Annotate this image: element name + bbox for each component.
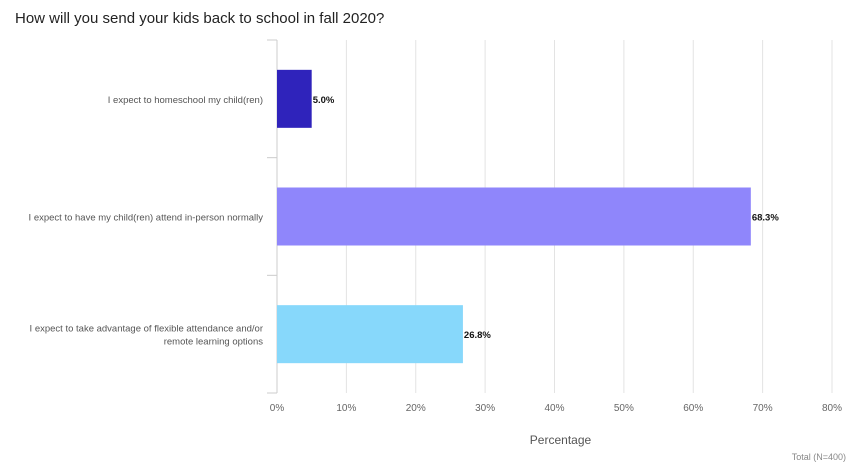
x-tick-label: 60% [683,403,703,414]
x-axis-title: Percentage [530,433,592,447]
category-label: remote learning options [164,337,264,348]
category-label: I expect to have my child(ren) attend in… [29,213,264,224]
chart-title: How will you send your kids back to scho… [15,10,385,27]
category-labels: I expect to homeschool my child(ren) I ex… [29,95,264,348]
bar-value-label: 68.3% [752,213,779,224]
x-tick-label: 0% [270,403,285,414]
category-label: I expect to homeschool my child(ren) [108,95,263,106]
bar [277,305,463,364]
x-tick-label: 80% [822,403,842,414]
x-tick-labels: 0% 10% 20% 30% 40% 50% 60% 70% 80% [270,403,842,414]
x-tick-label: 10% [336,403,356,414]
x-tick-label: 70% [753,403,773,414]
bar-value-label: 5.0% [313,95,335,106]
bar-value-label: 26.8% [464,330,491,341]
category-label: I expect to take advantage of flexible a… [30,324,263,335]
bar [277,69,312,128]
sample-size-note: Total (N=400) [791,452,846,462]
x-tick-label: 30% [475,403,495,414]
x-tick-label: 20% [406,403,426,414]
x-tick-label: 40% [544,403,564,414]
y-axis [267,39,278,394]
x-tick-label: 50% [614,403,634,414]
bars: 5.0% 68.3% 26.8% [277,69,779,364]
bar [277,187,751,246]
